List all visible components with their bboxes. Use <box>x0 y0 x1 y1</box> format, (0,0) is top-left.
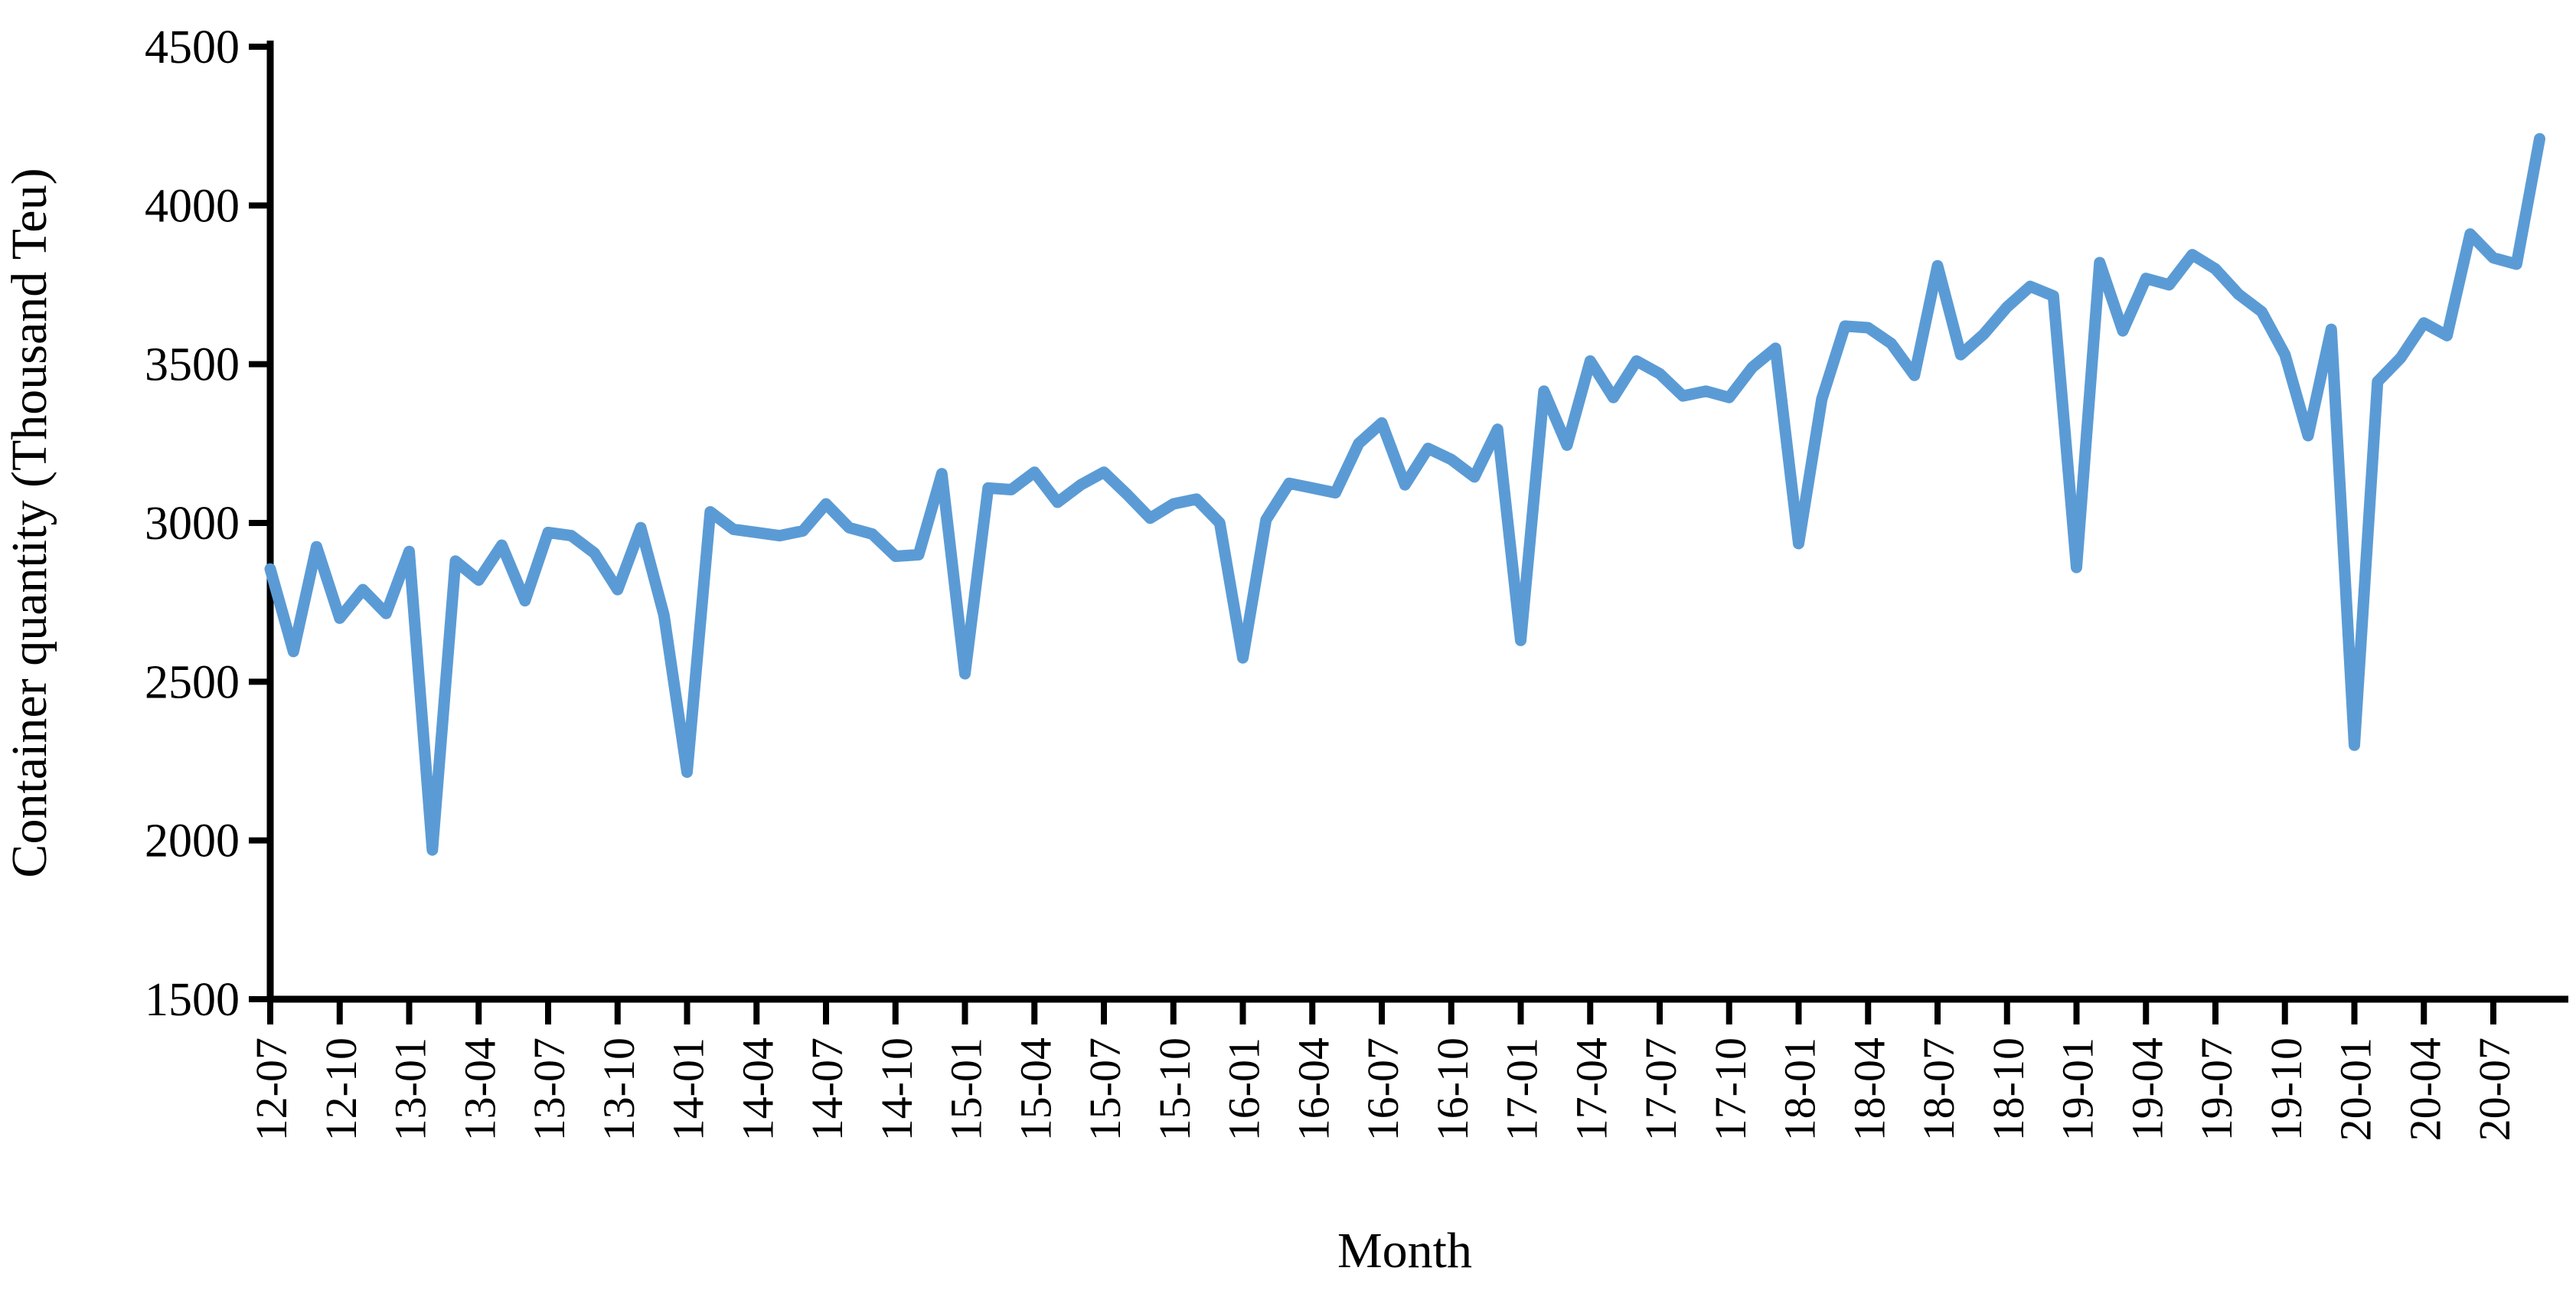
x-tick-label: 14-10 <box>872 1037 922 1141</box>
y-tick-label: 3000 <box>145 498 240 550</box>
y-tick-label: 3500 <box>145 339 240 391</box>
x-tick-label: 15-10 <box>1150 1037 1200 1141</box>
container-quantity-line <box>264 132 2545 856</box>
x-tick-label: 14-07 <box>802 1037 852 1141</box>
x-tick-label: 13-10 <box>594 1037 644 1141</box>
y-tick-label: 4000 <box>145 180 240 232</box>
tick-marks <box>249 44 2496 1024</box>
x-tick-label: 17-07 <box>1636 1037 1686 1141</box>
x-tick-label: 18-10 <box>1983 1037 2033 1141</box>
x-tick-label: 14-04 <box>733 1037 782 1141</box>
x-tick-label: 16-10 <box>1428 1037 1477 1141</box>
x-tick-label: 15-04 <box>1010 1037 1060 1141</box>
y-tick-label: 1500 <box>145 974 240 1026</box>
x-tick-label: 12-10 <box>316 1037 366 1141</box>
y-tick-label: 4500 <box>145 21 240 74</box>
x-tick-label: 13-07 <box>524 1037 574 1141</box>
y-axis-title: Container quantity (Thousand Teu) <box>2 168 57 877</box>
x-tick-label: 18-07 <box>1914 1037 1964 1141</box>
x-tick-label: 15-01 <box>942 1037 991 1141</box>
x-tick-labels: 12-07 12-10 13-01 13-04 13-07 13-10 14-01 14-04… <box>246 1037 2519 1141</box>
data-series <box>264 132 2545 856</box>
x-tick-label: 20-07 <box>2470 1037 2519 1141</box>
x-tick-label: 18-04 <box>1844 1037 1894 1141</box>
x-tick-label: 16-07 <box>1358 1037 1408 1141</box>
x-tick-label: 17-04 <box>1566 1037 1616 1141</box>
x-tick-label: 19-10 <box>2261 1037 2311 1141</box>
x-tick-label: 13-01 <box>386 1037 436 1141</box>
x-tick-label: 19-01 <box>2053 1037 2103 1141</box>
x-tick-label: 16-01 <box>1219 1037 1269 1141</box>
x-tick-label: 14-01 <box>664 1037 713 1141</box>
x-tick-label: 16-04 <box>1288 1037 1338 1141</box>
x-tick-label: 17-10 <box>1706 1037 1755 1141</box>
y-tick-label: 2000 <box>145 815 240 868</box>
x-tick-label: 19-04 <box>2122 1037 2172 1141</box>
x-tick-label: 15-07 <box>1080 1037 1130 1141</box>
y-tick-label: 2500 <box>145 656 240 708</box>
axes <box>266 41 2568 1003</box>
x-axis-title: Month <box>1337 1223 1472 1279</box>
x-tick-label: 19-07 <box>2192 1037 2241 1141</box>
x-tick-label: 13-04 <box>455 1037 504 1141</box>
x-tick-label: 20-01 <box>2331 1037 2381 1141</box>
x-tick-label: 12-07 <box>246 1037 296 1141</box>
x-tick-label: 17-01 <box>1497 1037 1547 1141</box>
x-tick-label: 20-04 <box>2400 1037 2450 1141</box>
y-tick-labels: 4500 4000 3500 3000 2500 2000 1500 <box>145 21 240 1026</box>
x-tick-label: 18-01 <box>1775 1037 1825 1141</box>
